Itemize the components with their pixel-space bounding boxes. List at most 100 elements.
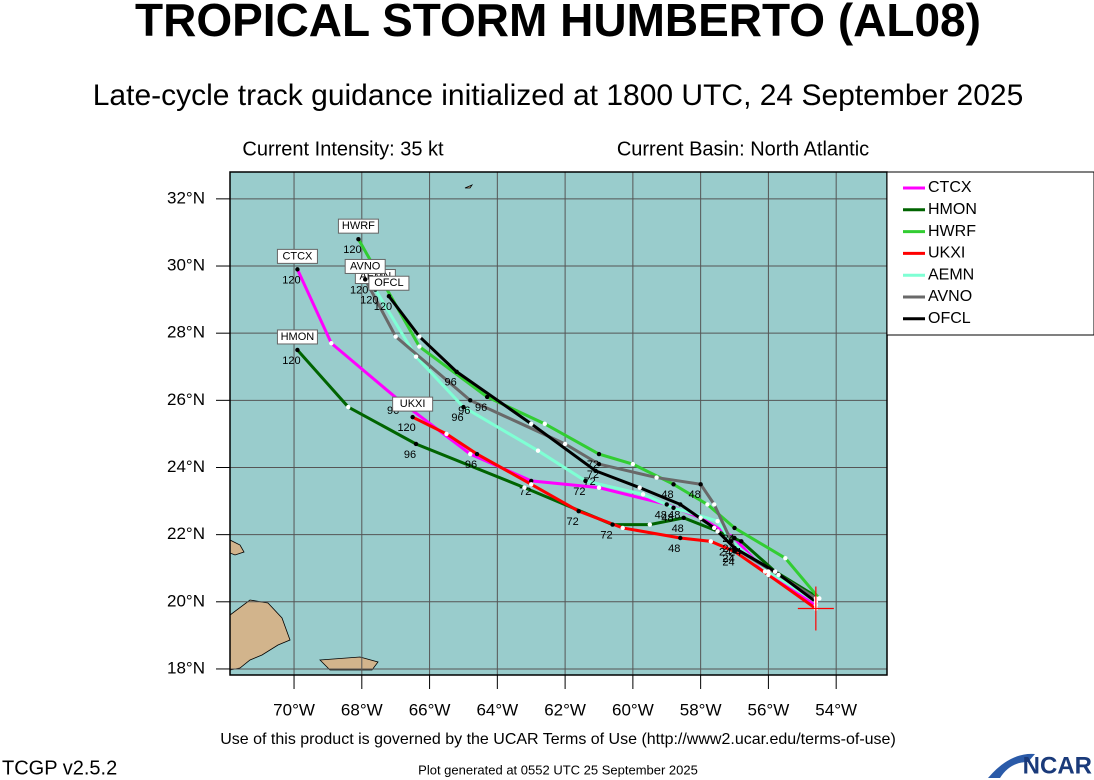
track-point	[413, 354, 419, 359]
model-tag: AVNO	[350, 260, 381, 272]
hour-label: 24	[722, 553, 734, 565]
legend-label: AVNO	[928, 288, 972, 305]
model-tag-box	[368, 275, 410, 291]
track-point	[413, 441, 419, 447]
track-point	[783, 555, 788, 561]
subtitle: Late-cycle track guidance initialized at…	[93, 79, 1024, 112]
track-point	[711, 525, 717, 531]
logo: NCAR	[1023, 752, 1092, 779]
track-point	[772, 569, 778, 574]
legend-label: CTCX	[928, 179, 972, 196]
x-tick-label: 62°W	[544, 700, 586, 719]
map-frame	[229, 171, 888, 676]
track-point	[637, 485, 642, 490]
hour-label: 96	[475, 402, 487, 414]
track-point	[542, 421, 547, 427]
hour-label: 72	[573, 486, 585, 498]
track-point	[620, 525, 625, 531]
x-tick-label: 56°W	[748, 700, 790, 719]
track-point	[766, 569, 771, 574]
y-tick-label: 30°N	[167, 256, 205, 275]
track-point	[732, 549, 737, 554]
model-tag-box	[337, 218, 379, 234]
track-point	[583, 478, 588, 484]
track-point	[596, 485, 602, 490]
model-tag-box	[344, 258, 386, 274]
hour-label: 96	[458, 405, 470, 417]
track-point	[671, 482, 676, 487]
model-tag: OFCL	[374, 277, 403, 289]
x-tick-label: 60°W	[612, 700, 654, 719]
track-point	[681, 515, 686, 521]
track-point	[711, 502, 717, 507]
track-point	[630, 461, 636, 467]
track-point	[732, 535, 737, 541]
track-point	[715, 519, 720, 524]
track-point	[295, 267, 300, 272]
track-point	[762, 569, 768, 574]
hour-label: 96	[445, 377, 457, 389]
hour-label: 24	[722, 543, 734, 555]
track-point	[593, 468, 598, 474]
hour-label: 24	[722, 556, 734, 568]
hour-label: 48	[689, 489, 701, 501]
hour-label: 72	[600, 529, 612, 541]
track-point	[346, 404, 351, 410]
track-point	[817, 596, 822, 601]
hour-label: 120	[374, 301, 392, 313]
legend-label: HMON	[928, 201, 977, 218]
hour-label: 24	[722, 553, 734, 565]
track-point	[739, 539, 744, 544]
model-tag-box	[276, 248, 318, 264]
terms: Use of this product is governed by the U…	[220, 731, 896, 748]
track-point	[654, 475, 659, 480]
x-tick-label: 54°W	[815, 700, 857, 719]
hour-label: 48	[668, 509, 680, 521]
track-point	[732, 545, 737, 551]
hour-label: 96	[465, 459, 477, 471]
track-point	[329, 341, 334, 346]
track-point	[698, 482, 703, 487]
hour-label: 120	[360, 294, 378, 306]
hour-label: 24	[719, 546, 731, 558]
track-point	[417, 344, 422, 349]
track-point	[640, 492, 646, 497]
track-point	[776, 572, 781, 578]
track-point	[468, 398, 473, 403]
hour-label: 120	[343, 244, 361, 256]
track-point	[362, 277, 368, 282]
hour-label: 72	[583, 476, 595, 488]
model-tag-box	[276, 329, 318, 345]
track-point	[454, 369, 459, 374]
track-point	[728, 539, 734, 544]
y-tick-label: 28°N	[167, 323, 205, 342]
track-point	[295, 347, 300, 353]
legend-label: OFCL	[928, 310, 971, 327]
ocean	[230, 172, 887, 675]
generated: Plot generated at 0552 UTC 25 September …	[418, 762, 698, 777]
x-tick-label: 70°W	[273, 700, 315, 719]
track-point	[678, 535, 683, 541]
hour-label: 48	[655, 509, 667, 521]
model-tag-box	[392, 396, 434, 412]
model-tag: CTCX	[282, 250, 313, 262]
track-point	[444, 431, 449, 437]
track-point	[596, 451, 602, 457]
track-point	[715, 529, 720, 534]
track-point	[596, 461, 602, 467]
hour-label: 48	[668, 543, 680, 555]
y-tick-label: 32°N	[167, 188, 205, 207]
track-point	[386, 294, 392, 299]
track-point	[705, 502, 710, 507]
track-point	[678, 502, 683, 507]
track-point	[468, 451, 473, 457]
track-point	[576, 508, 581, 514]
track-point	[708, 539, 714, 544]
model-tag: HMON	[281, 331, 315, 343]
hour-label: 72	[567, 516, 579, 528]
track-point	[562, 441, 568, 447]
track-point	[484, 394, 490, 400]
hour-label: 48	[661, 513, 673, 525]
y-tick-label: 20°N	[167, 591, 205, 610]
